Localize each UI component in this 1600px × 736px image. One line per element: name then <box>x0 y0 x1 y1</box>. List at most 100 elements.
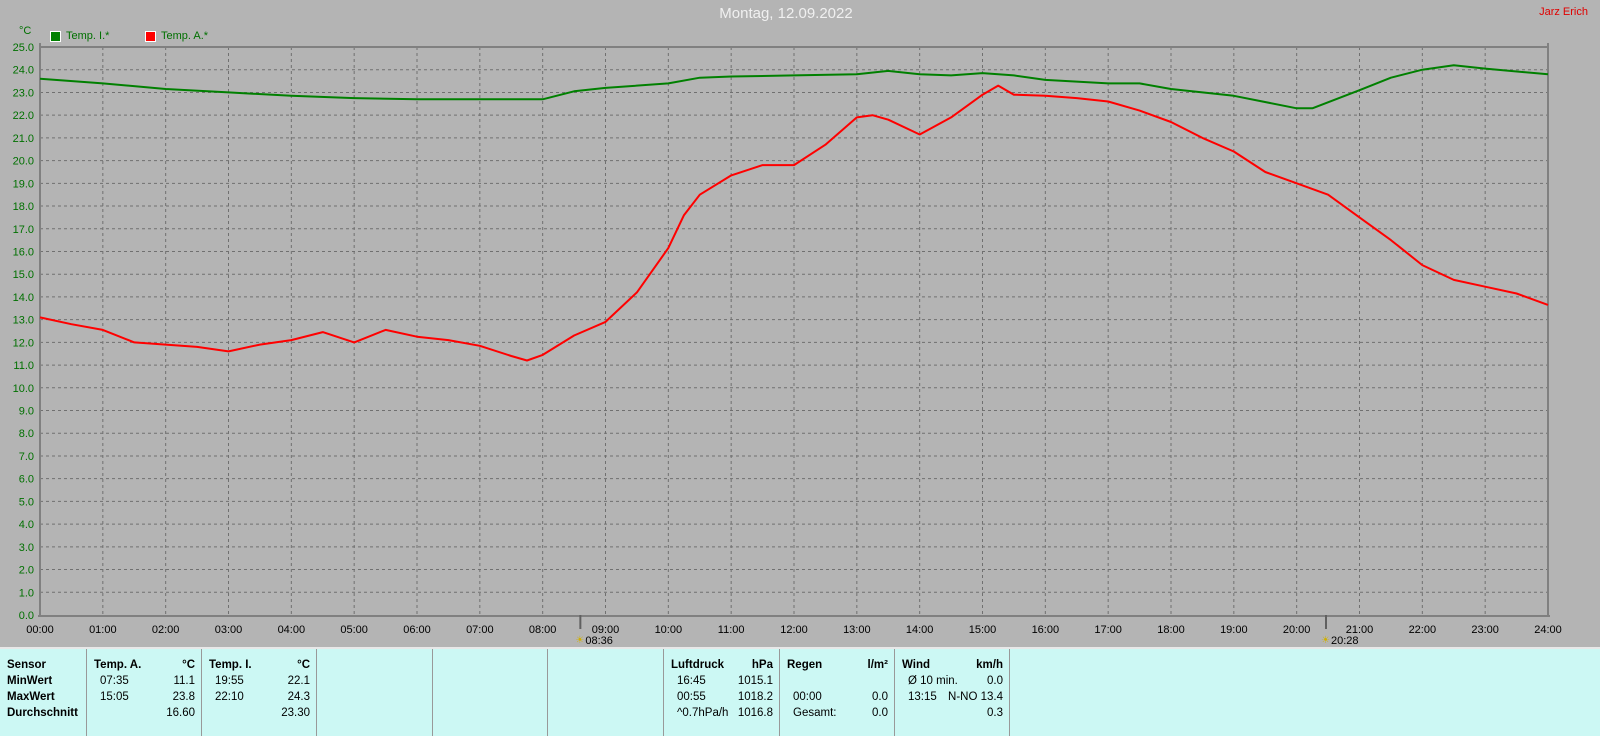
x-tick-label: 09:00 <box>592 624 620 636</box>
table-row: 16:45 1015.1 <box>671 673 773 689</box>
sunrise-icon: ☀ <box>575 635 584 645</box>
table-row: 19:55 22.1 <box>209 673 310 689</box>
table-row: 0.3 <box>902 705 1003 721</box>
table-cell: Ø 10 min. <box>908 675 958 687</box>
table-cell: 19:55 <box>215 675 244 687</box>
table-cell: 00:00 <box>793 691 822 703</box>
legend-swatch-red <box>145 30 156 42</box>
series-line-temp-a <box>39 84 1549 362</box>
table-column: Wind km/h Ø 10 min. 0.0 13:15 N-NO 13.4 0.3 <box>895 649 1010 736</box>
table-cell: l/m² <box>867 659 888 671</box>
table-cell: 07:35 <box>100 675 129 687</box>
x-tick-label: 20:00 <box>1283 624 1311 636</box>
y-tick-label: 23.0 <box>13 87 34 99</box>
table-row: 23.30 <box>209 705 310 721</box>
table-column <box>548 649 664 736</box>
table-row: Durchschnitt <box>7 705 80 721</box>
table-column <box>433 649 548 736</box>
y-tick-label: 13.0 <box>13 315 34 327</box>
y-tick-label: 2.0 <box>19 565 34 577</box>
author-label: Jarz Erich <box>1539 6 1588 18</box>
table-row: Ø 10 min. 0.0 <box>902 673 1003 689</box>
x-tick-label: 10:00 <box>655 624 683 636</box>
y-tick-label: 5.0 <box>19 496 34 508</box>
table-cell: MaxWert <box>7 691 55 703</box>
y-tick-label: 20.0 <box>13 156 34 168</box>
table-column: Temp. I. °C 19:55 22.1 22:10 24.3 23.30 <box>202 649 317 736</box>
table-cell: Temp. A. <box>94 659 142 671</box>
y-axis-unit: °C <box>19 25 32 37</box>
x-tick-label: 07:00 <box>466 624 494 636</box>
x-tick-label: 24:00 <box>1534 624 1562 636</box>
table-row: Luftdruck hPa <box>671 657 773 673</box>
legend-swatch-green <box>50 30 61 42</box>
legend-label: Temp. A.* <box>161 30 209 42</box>
y-tick-label: 15.0 <box>13 269 34 281</box>
table-row: ^0.7hPa/h 1016.8 <box>671 705 773 721</box>
table-cell: N-NO 13.4 <box>948 691 1003 703</box>
table-cell <box>209 705 215 721</box>
marker-label: 20:28 <box>1331 635 1359 645</box>
x-tick-label: 08:00 <box>529 624 557 636</box>
table-cell: 0.0 <box>872 707 888 719</box>
legend-label: Temp. I.* <box>66 30 110 42</box>
table-cell: km/h <box>976 659 1003 671</box>
table-cell: 23.30 <box>281 707 310 719</box>
table-cell: 15:05 <box>100 691 129 703</box>
table-cell: Durchschnitt <box>7 707 78 719</box>
table-row: MaxWert <box>7 689 80 705</box>
table-cell: 1015.1 <box>737 675 773 687</box>
legend-item-temp-i: Temp. I.* <box>50 30 109 42</box>
table-row: Wind km/h <box>902 657 1003 673</box>
table-cell: 23.8 <box>172 691 195 703</box>
table-column: Temp. A. °C 07:35 11.1 15:05 23.8 16.60 <box>87 649 202 736</box>
x-tick-label: 18:00 <box>1157 624 1185 636</box>
y-tick-label: 18.0 <box>13 201 34 213</box>
x-tick-label: 00:00 <box>26 624 54 636</box>
sunset-icon: ☀ <box>1321 635 1330 645</box>
table-cell: 0.0 <box>987 675 1003 687</box>
x-tick-label: 04:00 <box>278 624 306 636</box>
x-tick-label: 11:00 <box>718 624 745 636</box>
table-row: Regen l/m² <box>787 657 888 673</box>
x-tick-label: 22:00 <box>1409 624 1437 636</box>
stats-table: Sensor MinWert MaxWert Durchschnitt Temp. A.… <box>0 647 1600 736</box>
y-tick-label: 24.0 <box>13 65 34 77</box>
table-row: 15:05 23.8 <box>94 689 195 705</box>
y-tick-label: 11.0 <box>13 360 34 372</box>
x-tick-label: 12:00 <box>780 624 808 636</box>
y-tick-label: 12.0 <box>13 337 34 349</box>
y-tick-label: 1.0 <box>19 587 34 599</box>
table-column: Luftdruck hPa 16:45 1015.1 00:55 1018.2 ^0.7hP… <box>664 649 780 736</box>
y-tick-label: 17.0 <box>13 224 34 236</box>
table-cell: Gesamt: <box>793 707 837 719</box>
table-row: 00:55 1018.2 <box>671 689 773 705</box>
table-row: 07:35 11.1 <box>94 673 195 689</box>
y-tick-label: 14.0 <box>13 292 34 304</box>
table-cell: 00:55 <box>677 691 706 703</box>
table-cell <box>902 705 908 721</box>
x-tick-label: 14:00 <box>906 624 934 636</box>
y-tick-label: 6.0 <box>19 474 34 486</box>
legend-item-temp-a: Temp. A.* <box>145 30 208 42</box>
x-tick-label: 15:00 <box>969 624 997 636</box>
y-tick-label: 25.0 <box>13 42 34 54</box>
table-row: 16.60 <box>94 705 195 721</box>
chart-title: Montag, 12.09.2022 <box>719 5 853 22</box>
table-cell: 22:10 <box>215 691 244 703</box>
x-tick-label: 02:00 <box>152 624 180 636</box>
table-column: Sensor MinWert MaxWert Durchschnitt <box>0 649 87 736</box>
y-tick-label: 3.0 <box>19 542 34 554</box>
table-cell: 0.3 <box>987 707 1003 719</box>
x-tick-label: 05:00 <box>340 624 368 636</box>
table-cell: 24.3 <box>287 691 310 703</box>
table-cell: Regen <box>787 659 823 671</box>
temperature-chart: 0.0 1.0 2.0 3.0 4.0 5.0 6.0 7.0 8.0 9.0 10.0 11.0 12… <box>13 42 1562 645</box>
table-cell: 16.60 <box>166 707 195 719</box>
table-cell: MinWert <box>7 675 53 687</box>
x-tick-label: 16:00 <box>1032 624 1060 636</box>
table-row: 22:10 24.3 <box>209 689 310 705</box>
table-cell: Wind <box>902 659 930 671</box>
x-tick-label: 13:00 <box>843 624 871 636</box>
table-cell: Sensor <box>7 659 46 671</box>
